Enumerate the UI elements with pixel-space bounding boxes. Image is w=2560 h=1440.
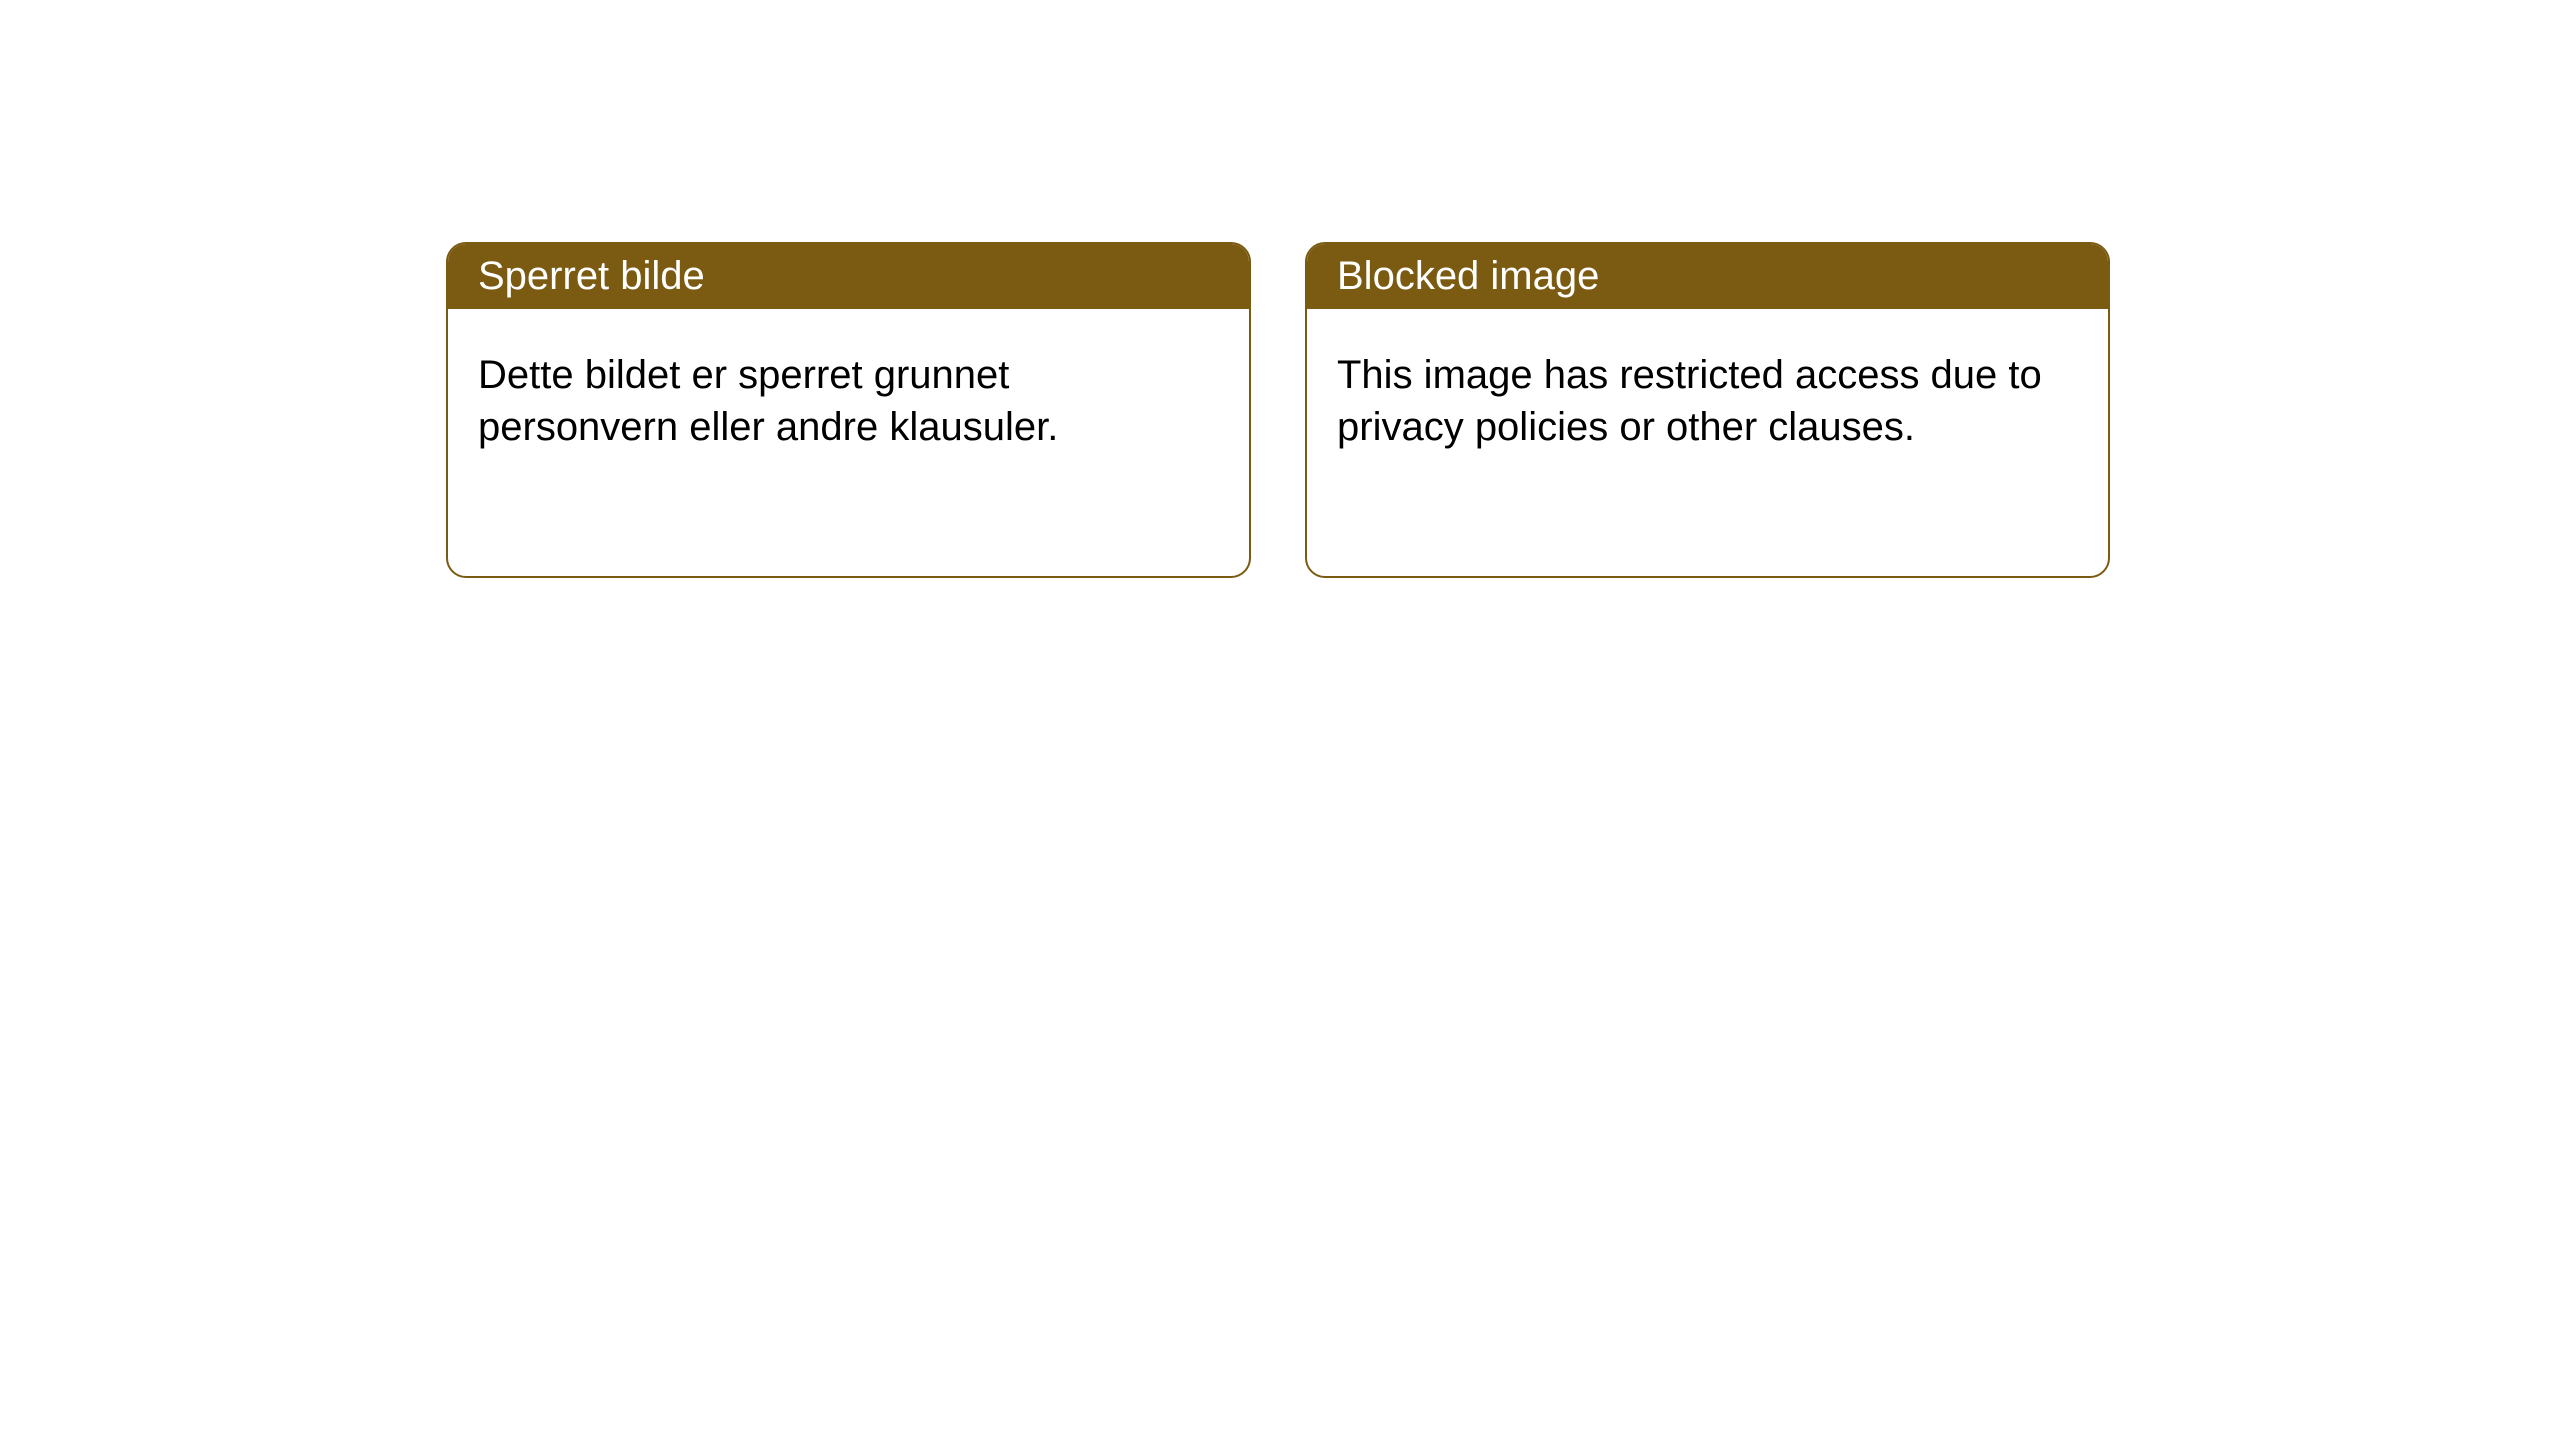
notice-cards-container: Sperret bilde Dette bildet er sperret gr… [446, 242, 2560, 578]
notice-card-english: Blocked image This image has restricted … [1305, 242, 2110, 578]
notice-card-body: This image has restricted access due to … [1307, 309, 2108, 493]
notice-message: Dette bildet er sperret grunnet personve… [478, 353, 1058, 449]
notice-card-norwegian: Sperret bilde Dette bildet er sperret gr… [446, 242, 1251, 578]
notice-card-header: Blocked image [1307, 244, 2108, 309]
notice-card-header: Sperret bilde [448, 244, 1249, 309]
notice-title: Sperret bilde [478, 254, 705, 298]
notice-title: Blocked image [1337, 254, 1599, 298]
notice-message: This image has restricted access due to … [1337, 353, 2042, 449]
notice-card-body: Dette bildet er sperret grunnet personve… [448, 309, 1249, 493]
